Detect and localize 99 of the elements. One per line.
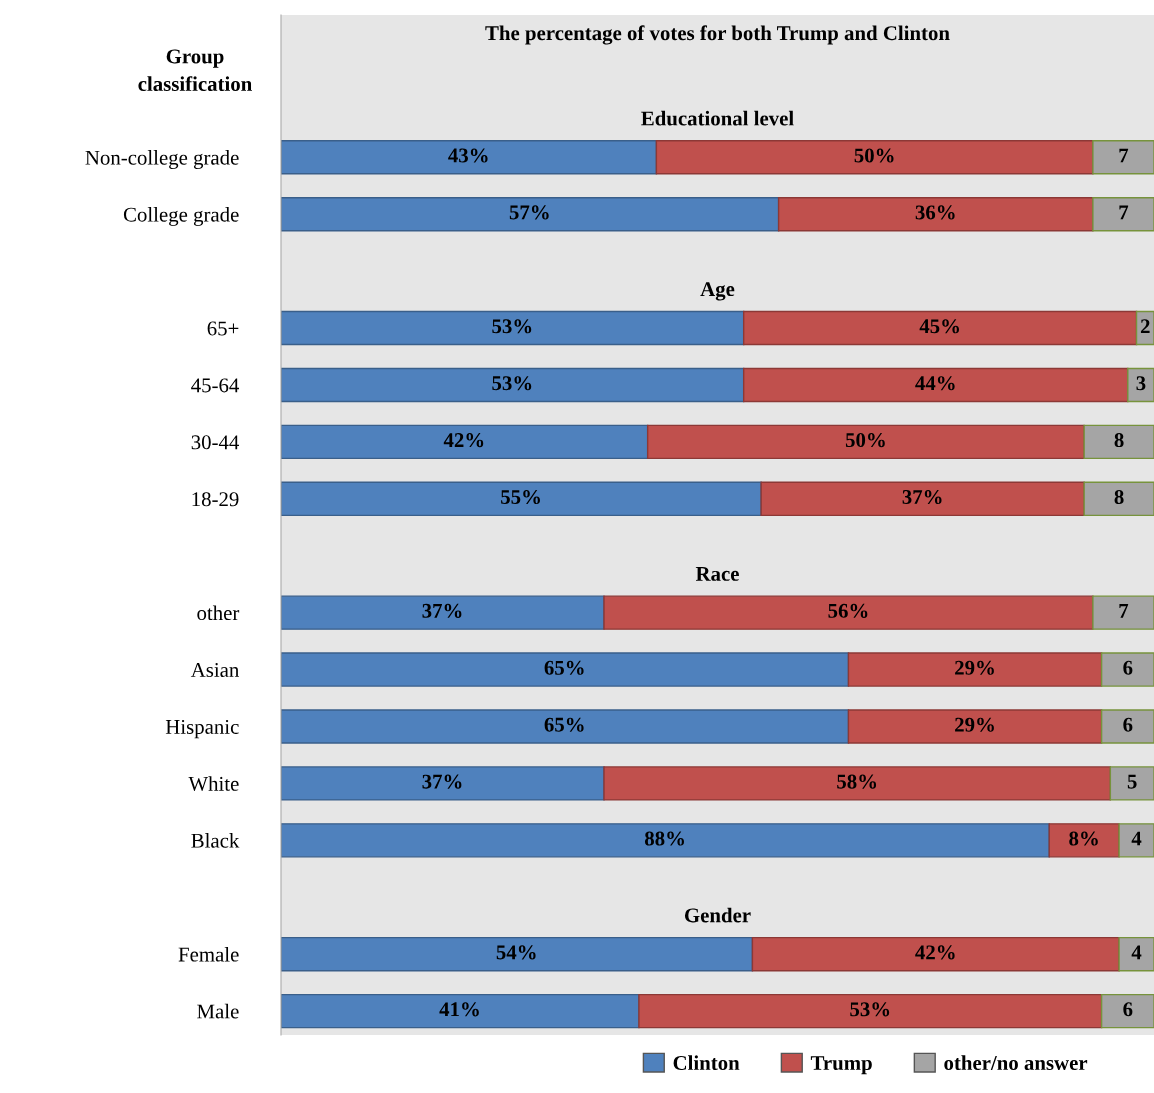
data-label: 50%: [854, 148, 894, 163]
y-axis-title: Group classification: [138, 49, 252, 91]
y-tick-label: Female: [178, 946, 239, 962]
bar: [760, 481, 1085, 517]
data-label: 42%: [915, 945, 955, 960]
data-label: 41%: [439, 1002, 479, 1017]
bar: [281, 709, 850, 744]
y-tick-label: 65+: [207, 321, 239, 336]
bar: [1083, 424, 1154, 460]
y-tick-label: Race: [695, 567, 739, 581]
data-label: 88%: [644, 831, 684, 846]
y-tick-label: Black: [191, 833, 240, 848]
data-label: 6: [1123, 1002, 1133, 1017]
bar: [1100, 652, 1154, 687]
bar: [1109, 766, 1154, 801]
data-label: 43%: [448, 148, 488, 163]
chart-title: The percentage of votes for both Trump and Clinton: [485, 25, 950, 45]
data-label: 53%: [492, 376, 532, 391]
data-label: 65%: [544, 660, 584, 675]
data-label: 8: [1114, 433, 1124, 448]
bar: [281, 936, 754, 972]
bar: [281, 197, 780, 232]
bar: [638, 993, 1103, 1029]
data-label: 37%: [422, 603, 462, 618]
bar: [777, 197, 1094, 232]
y-tick-label: 18-29: [192, 492, 239, 507]
bar: [281, 367, 745, 403]
bar: [281, 823, 1050, 858]
bar: [281, 424, 649, 460]
bar: [751, 936, 1120, 972]
legend-label: Clinton: [673, 1055, 740, 1071]
bar: [281, 595, 605, 630]
bar: [847, 709, 1103, 744]
data-label: 2: [1140, 319, 1150, 334]
data-label: 45%: [919, 319, 959, 334]
y-tick-label: College grade: [123, 206, 239, 226]
data-label: 8: [1114, 489, 1124, 505]
data-label: 37%: [902, 489, 942, 505]
data-label: 55%: [501, 489, 540, 505]
data-label: 5: [1127, 774, 1137, 789]
data-label: 6: [1123, 717, 1133, 732]
y-tick-label: Non-college grade: [85, 150, 239, 170]
data-label: 29%: [955, 660, 994, 675]
y-tick-label: other: [197, 605, 240, 621]
y-tick-label: Educational level: [641, 110, 794, 126]
bar: [603, 766, 1112, 801]
bar: [1100, 709, 1154, 744]
data-label: 37%: [422, 774, 462, 789]
data-label: 57%: [509, 205, 549, 220]
data-label: 54%: [496, 945, 536, 960]
bar: [1092, 140, 1154, 175]
bar: [281, 652, 850, 687]
y-tick-label: White: [188, 776, 239, 791]
bar: [1118, 823, 1154, 858]
legend-label: other/no answer: [944, 1055, 1088, 1071]
bar: [1092, 595, 1154, 630]
bar: [1048, 823, 1120, 858]
data-label: 53%: [850, 1002, 890, 1017]
data-label: 56%: [828, 603, 868, 618]
y-tick-label: 45-64: [191, 378, 240, 393]
bar: [281, 993, 640, 1029]
y-tick-label: Gender: [684, 907, 751, 923]
data-label: 4: [1131, 945, 1142, 960]
y-tick-label: Hispanic: [165, 719, 239, 739]
bar: [1083, 481, 1154, 517]
data-label: 7: [1119, 604, 1129, 618]
bar: [655, 140, 1094, 175]
y-tick-label: Age: [700, 282, 735, 301]
bar: [1127, 367, 1154, 403]
y-tick-label: Male: [197, 1003, 239, 1019]
data-label: 29%: [955, 717, 994, 732]
bar: [1100, 993, 1154, 1029]
bar: [281, 140, 658, 175]
bar: [281, 481, 762, 517]
data-label: 4: [1131, 831, 1142, 846]
bar: [646, 424, 1085, 460]
data-label: 7: [1119, 205, 1129, 220]
bar: [281, 310, 745, 346]
bar: [847, 652, 1103, 687]
bar: [742, 367, 1129, 403]
data-label: 44%: [915, 376, 955, 391]
data-label: 65%: [544, 717, 584, 732]
data-label: 53%: [492, 319, 532, 334]
data-label: 6: [1123, 660, 1133, 675]
bar: [1092, 197, 1154, 232]
data-label: 58%: [837, 774, 877, 789]
bar: [742, 310, 1138, 346]
bar: [603, 595, 1094, 630]
legend-label: Trump: [810, 1056, 872, 1075]
data-label: 8%: [1069, 831, 1098, 846]
data-label: 7: [1119, 148, 1129, 163]
data-label: 42%: [443, 433, 484, 448]
bar: [1118, 936, 1154, 972]
y-tick-label: Asian: [190, 663, 240, 678]
y-tick-label: 30-44: [191, 435, 240, 450]
bar: [281, 766, 605, 801]
data-label: 36%: [915, 205, 955, 220]
data-label: 3: [1136, 376, 1146, 391]
data-label: 50%: [845, 433, 885, 448]
